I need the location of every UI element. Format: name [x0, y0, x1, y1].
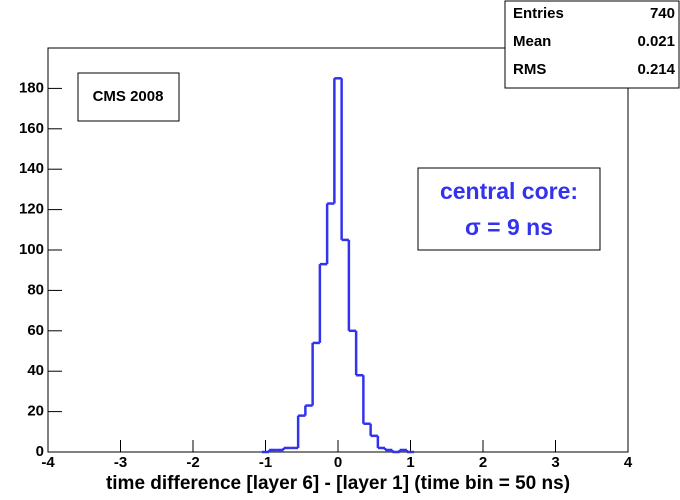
- y-tick-label: 20: [27, 403, 44, 420]
- x-tick-label: -3: [114, 454, 127, 471]
- x-tick-label: -1: [259, 454, 272, 471]
- x-tick-label: 0: [334, 454, 342, 471]
- experiment-label: CMS 2008: [93, 88, 164, 105]
- x-tick-label: 2: [479, 454, 487, 471]
- stats-label: RMS: [513, 61, 546, 78]
- stats-value: 0.021: [637, 33, 675, 50]
- x-tick-label: 4: [624, 454, 633, 471]
- annotation: σ = 9 ns: [465, 214, 553, 240]
- stats-box: [504, 0, 680, 89]
- stats-label: Entries: [513, 5, 564, 22]
- y-tick-label: 80: [27, 281, 44, 298]
- y-tick-label: 180: [19, 79, 44, 96]
- annotation: central core:: [440, 178, 578, 204]
- x-tick-label: 3: [551, 454, 559, 471]
- y-tick-label: 160: [19, 120, 44, 137]
- y-tick-label: 60: [27, 322, 44, 339]
- label-box: [77, 72, 180, 122]
- stats-label: Mean: [513, 33, 551, 50]
- annotation-box: [417, 167, 601, 251]
- x-tick-label: -4: [41, 454, 55, 471]
- y-tick-label: 0: [36, 443, 44, 460]
- stats-value: 740: [650, 5, 675, 22]
- y-tick-label: 40: [27, 362, 44, 379]
- y-tick-label: 120: [19, 201, 44, 218]
- x-tick-label: 1: [406, 454, 414, 471]
- y-tick-label: 140: [19, 160, 44, 177]
- x-axis-label: time difference [layer 6] - [layer 1] (t…: [106, 473, 570, 494]
- y-tick-label: 100: [19, 241, 44, 258]
- x-tick-label: -2: [186, 454, 199, 471]
- stats-value: 0.214: [637, 61, 675, 78]
